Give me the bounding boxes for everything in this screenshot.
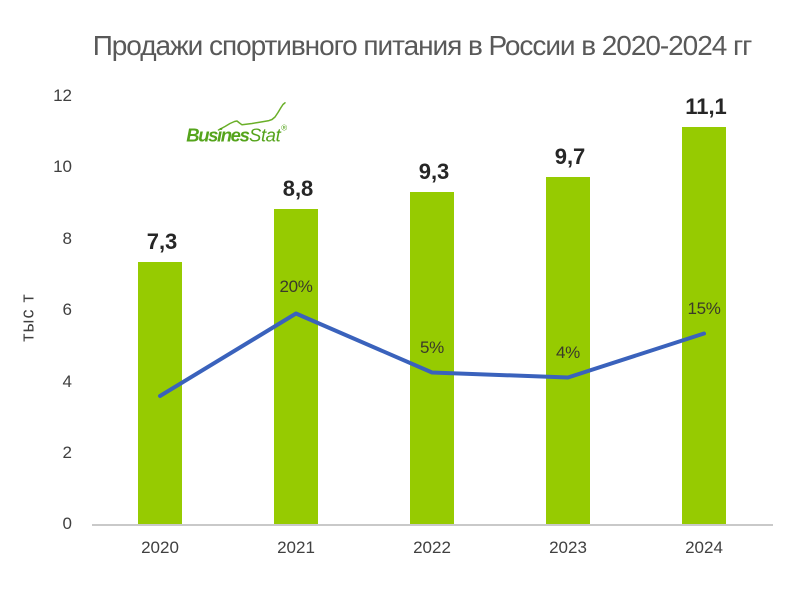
svg-text:Busines: Busines [186, 125, 249, 146]
svg-text:®: ® [281, 123, 287, 132]
svg-text:Stat: Stat [249, 125, 282, 146]
